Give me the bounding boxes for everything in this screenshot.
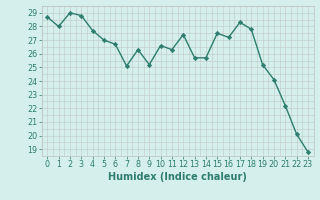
X-axis label: Humidex (Indice chaleur): Humidex (Indice chaleur) (108, 172, 247, 182)
